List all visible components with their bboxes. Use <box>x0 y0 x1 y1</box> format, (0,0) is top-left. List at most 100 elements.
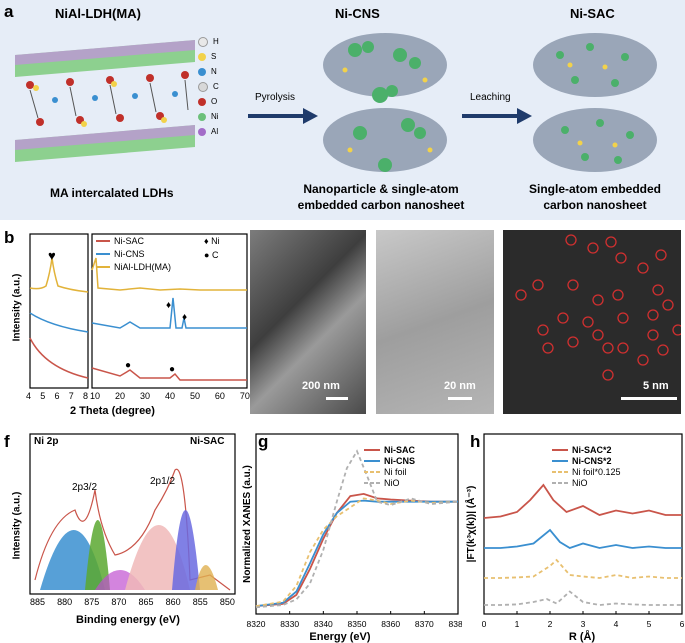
xps-corner-left: Ni 2p <box>34 436 59 447</box>
pyrolysis-arrow-icon <box>248 108 318 124</box>
xrd-cns-curve-left <box>29 312 89 333</box>
exafs-xtick-label: 4 <box>614 619 619 629</box>
sem-image: 200 nm <box>250 230 366 414</box>
exafs-xtick-label: 0 <box>482 619 487 629</box>
xrd-tick: 5 <box>40 391 46 401</box>
sem-scale-bar <box>326 397 348 400</box>
haadf-image: 5 nm <box>503 230 684 414</box>
ni-diamond-marker-icon: ♦ <box>166 300 171 311</box>
xanes-ylabel: Normalized XANES (a.u.) <box>242 465 253 583</box>
xanes-series-line <box>255 492 458 607</box>
panel-label-f: f <box>4 432 10 451</box>
xps-tick: 875 <box>84 597 100 607</box>
legend-n: N <box>198 64 238 79</box>
exafs-series-line <box>484 590 682 606</box>
cns-caption-line2: embedded carbon nanosheet <box>297 198 465 212</box>
xanes-xtick-label: 8370 <box>415 619 434 629</box>
xrd-tick: 6 <box>54 391 60 401</box>
legend-h-label: H <box>213 37 219 46</box>
panel-label-a: a <box>4 2 14 21</box>
xanes-xtick-label: 8320 <box>247 619 266 629</box>
sac-title: Ni-SAC <box>570 6 615 21</box>
xps-peak-indigo <box>172 510 200 590</box>
haadf-scale-bar <box>621 397 677 400</box>
exafs-legend-label: Ni foil*0.125 <box>572 467 621 477</box>
xrd-legend-sac: Ni-SAC <box>114 236 145 246</box>
xps-corner-right: Ni-SAC <box>190 436 225 447</box>
panel-a-schematic: a NiAl-LDH(MA) Ni-CNS Ni-SAC H S N C O N… <box>0 0 685 220</box>
xrd-marker-c-text: C <box>211 250 219 260</box>
ni-diamond-marker-icon-2: ♦ <box>182 312 187 323</box>
pyrolysis-label: Pyrolysis <box>255 92 296 103</box>
cns-caption-line1: Nanoparticle & single-atom <box>303 182 459 196</box>
xps-envelope <box>34 468 231 591</box>
exafs-xlabel: R (Å) <box>569 630 596 643</box>
xrd-legend-ldh: NiAl-LDH(MA) <box>114 262 171 272</box>
heart-marker-icon: ♥ <box>48 248 56 263</box>
legend-c: C <box>198 79 238 94</box>
legend-al-label: Al <box>211 127 219 136</box>
ni-cns-sheet-illustration <box>323 33 447 172</box>
xps-tick: 880 <box>57 597 73 607</box>
xps-ylabel: Intensity (a.u.) <box>11 491 23 560</box>
legend-o-label: O <box>211 97 218 106</box>
xanes-legend-label: Ni-CNS <box>384 456 415 466</box>
xrd-xlabel: 2 Theta (degree) <box>70 405 155 417</box>
legend-s-label: S <box>211 52 217 61</box>
xrd-tick: 30 <box>139 391 150 401</box>
xanes-series-line <box>255 497 459 607</box>
xanes-legend-label: Ni-SAC <box>384 445 415 455</box>
xps-ticks: 885 880 875 870 865 860 855 850 <box>30 597 235 607</box>
xps-peak-green <box>85 520 110 590</box>
legend-c-label: C <box>213 82 219 91</box>
sac-caption-line1: Single-atom embedded <box>528 182 662 196</box>
xanes-xtick-label: 8350 <box>348 619 367 629</box>
xps-tick: 865 <box>138 597 154 607</box>
xrd-left-frame <box>29 233 89 389</box>
legend-s: S <box>198 49 238 64</box>
xrd-legend-cns: Ni-CNS <box>114 249 145 259</box>
c-dot-marker-icon: ● <box>125 360 131 371</box>
xanes-series-line <box>255 499 458 607</box>
exafs-series-line <box>483 483 682 519</box>
xanes-xtick-label: 8380 <box>449 619 462 629</box>
exafs-xtick-label: 6 <box>680 619 685 629</box>
xrd-sac-curve-right <box>91 367 247 381</box>
xrd-ylabel: Intensity (a.u.) <box>11 273 23 342</box>
xrd-tick: 40 <box>164 391 175 401</box>
panel-g-xanes-chart: 8320 8330 8340 8350 8360 8370 8380 Ni-SACNi-CN… <box>242 433 462 643</box>
ldh-title: NiAl-LDH(MA) <box>55 6 141 21</box>
xrd-cns-curve-right <box>91 297 247 329</box>
xps-tick: 860 <box>165 597 181 607</box>
sac-caption-line2: carbon nanosheet <box>543 198 647 212</box>
xrd-tick: 60 <box>214 391 225 401</box>
legend-o-swatch <box>198 97 206 106</box>
xps-peak-label-1: 2p3/2 <box>72 482 98 493</box>
xps-frame <box>29 433 236 595</box>
xanes-xtick-label: 8330 <box>280 619 299 629</box>
xrd-sac-curve-left <box>29 337 89 379</box>
exafs-series-group <box>483 483 682 606</box>
legend-ni: Ni <box>198 109 238 124</box>
xps-peak-gold <box>195 565 218 590</box>
tem-scale-label: 20 nm <box>444 380 476 392</box>
cns-title: Ni-CNS <box>335 6 380 21</box>
exafs-legend-label: NiO <box>572 478 588 488</box>
exafs-ylabel: |FT(k³χ(k))| (Å⁻³) <box>464 486 477 563</box>
legend-n-label: N <box>211 67 217 76</box>
xrd-tick: 10 <box>90 391 101 401</box>
exafs-series-line <box>484 558 682 579</box>
panel-b-xrd: ♥ ♦ ♦ ● ● <box>29 233 248 389</box>
legend-h: H <box>198 34 238 49</box>
xps-tick: 885 <box>30 597 46 607</box>
leaching-label: Leaching <box>470 92 511 103</box>
xanes-series-line <box>255 449 459 609</box>
legend-ni-swatch <box>198 112 206 121</box>
single-atom-circles <box>515 234 684 381</box>
panel-f-xps <box>29 433 236 595</box>
exafs-legend-label: Ni-SAC*2 <box>572 445 612 455</box>
xps-tick: 855 <box>192 597 208 607</box>
